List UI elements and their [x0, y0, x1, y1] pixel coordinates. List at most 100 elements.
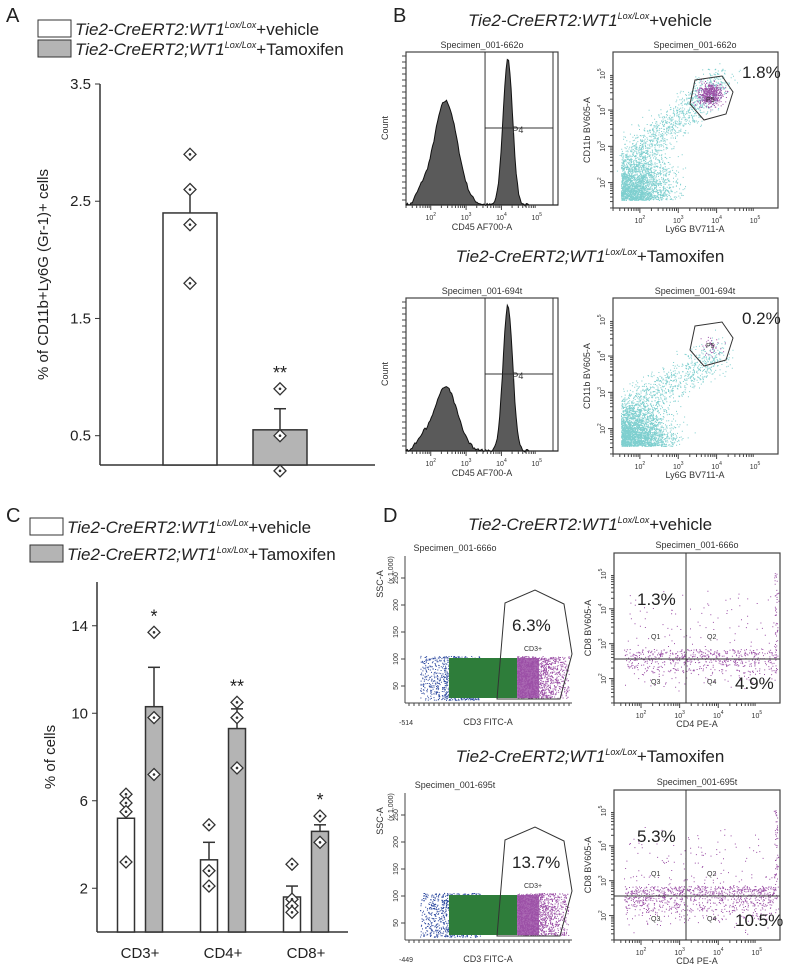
tick-base: 10: [752, 713, 760, 720]
data-point-center: [318, 814, 322, 818]
panel-label-b: B: [393, 5, 406, 27]
tick-exponent: 5: [598, 568, 604, 571]
y-tick-label: 150: [393, 626, 400, 638]
x-tick-label: 102: [636, 710, 647, 720]
data-point-center: [235, 716, 239, 719]
gate-percent: 13.7%: [512, 853, 560, 872]
event-cloud: [773, 810, 780, 910]
x-tick-label: 104: [496, 458, 507, 468]
significance-marker: **: [273, 363, 287, 383]
specimen-label: Specimen_001-695t: [657, 777, 738, 787]
y-tick-label: 14: [71, 618, 88, 635]
y-axis-label: Count: [380, 116, 390, 141]
y-axis-label: SSC-A: [375, 570, 385, 598]
tick-exponent: 4: [504, 458, 507, 464]
y-axis-label: Count: [380, 362, 390, 387]
y-tick-label: 102: [597, 423, 607, 434]
y-tick-label: 1.5: [70, 310, 91, 327]
gate-polygon: [496, 826, 573, 937]
quadrant-label: Q1: [651, 634, 660, 641]
event-cloud: [621, 382, 696, 447]
y-tick-label: 104: [598, 840, 608, 851]
y-tick-label: 105: [598, 568, 608, 579]
x-tick-label: 103: [673, 215, 684, 225]
event-cloud: [692, 79, 729, 111]
tick-exponent: 2: [597, 177, 603, 180]
y-axis-label: CD11b BV605-A: [582, 343, 592, 409]
tick-exponent: 4: [597, 105, 603, 108]
specimen-label: Specimen_001-666o: [413, 543, 496, 553]
gate-label: P5: [706, 97, 715, 104]
x-axis-label: CD4 PE-A: [676, 956, 718, 966]
x-min-label: -449: [399, 957, 413, 964]
tick-exponent: 5: [597, 68, 603, 71]
significance-marker: *: [316, 790, 323, 810]
tick-base: 10: [713, 950, 721, 957]
cell-events: [700, 336, 726, 358]
x-tick-label: 105: [532, 212, 543, 222]
cell-events: [773, 573, 780, 674]
y-tick-label: 103: [597, 141, 607, 152]
x-tick-label: 102: [635, 215, 646, 225]
y-tick-label: 250: [393, 572, 400, 584]
tick-base: 10: [601, 843, 608, 851]
tick-exponent: 5: [539, 212, 542, 218]
tick-exponent: 4: [719, 461, 722, 467]
gate-percent: 6.3%: [512, 616, 551, 635]
bar-chart-C: 2 6 10 14 % of cells CD3+ * CD4+ ** CD8+ *: [42, 582, 348, 962]
data-point-center: [235, 701, 239, 704]
cell-events: [692, 79, 729, 111]
panel-label-d: D: [383, 505, 397, 527]
quadrant-label: Q2: [707, 634, 716, 641]
data-point-center: [188, 153, 192, 156]
plot-frame: [612, 51, 779, 209]
quadrant-label: Q3: [651, 679, 660, 686]
x-tick-label: 105: [750, 461, 761, 471]
tick-base: 10: [461, 461, 469, 468]
flow-row-d-vehicle: Specimen_001-666o 6.3% CD3+ 50 100 150 200 250 S…: [375, 540, 781, 729]
tick-exponent: 2: [644, 710, 647, 716]
x-tick-label: CD4+: [204, 945, 243, 962]
tick-exponent: 2: [433, 458, 436, 464]
tick-exponent: 5: [759, 947, 762, 953]
tick-exponent: 3: [469, 212, 472, 218]
tick-base: 10: [601, 606, 608, 614]
q1-percent: 1.3%: [637, 590, 676, 609]
y-tick-label: 0.5: [70, 428, 91, 445]
x-axis-label: Ly6G BV711-A: [665, 224, 724, 234]
y-tick-label: 2.5: [70, 193, 91, 210]
tick-base: 10: [673, 218, 681, 225]
q4-percent: 4.9%: [735, 674, 774, 693]
flow-row-d-tamoxifen: Specimen_001-695t 13.7% CD3+ 50 100 150 200 250…: [375, 777, 783, 966]
tick-exponent: 5: [539, 458, 542, 464]
x-axis-label: CD3 FITC-A: [463, 717, 513, 727]
x-tick-label: 103: [461, 458, 472, 468]
legend-swatch-vehicle: [37, 19, 72, 38]
tick-exponent: 4: [504, 212, 507, 218]
y-tick-label: 3.5: [70, 76, 91, 93]
tick-base: 10: [600, 317, 607, 325]
x-axis-label: CD3 FITC-A: [463, 954, 513, 964]
gate-label: CD3+: [524, 646, 542, 653]
specimen-label: Specimen_001-662o: [440, 40, 523, 50]
event-cloud: [622, 329, 734, 421]
event-cloud: [621, 128, 687, 201]
y-tick-label: 200: [393, 836, 400, 848]
y-tick-label: 50: [393, 919, 400, 927]
tick-base: 10: [636, 950, 644, 957]
gate-label: P4: [512, 371, 523, 381]
y-tick-label: 105: [597, 68, 607, 79]
tick-base: 10: [673, 464, 681, 471]
gate-polygon: [689, 321, 734, 367]
tick-base: 10: [601, 878, 608, 886]
y-tick-label: 150: [393, 863, 400, 875]
tick-exponent: 4: [597, 351, 603, 354]
tick-exponent: 3: [469, 458, 472, 464]
data-point-center: [188, 188, 192, 191]
y-axis-unit: (x 1,000): [388, 556, 395, 584]
tick-base: 10: [750, 218, 758, 225]
panel-label-c: C: [6, 505, 20, 527]
legend-swatch-tamoxifen: [37, 39, 72, 58]
y-tick-label: 200: [393, 599, 400, 611]
y-axis-label: % of CD11b+Ly6G (Gr-1)+ cells: [35, 169, 52, 380]
